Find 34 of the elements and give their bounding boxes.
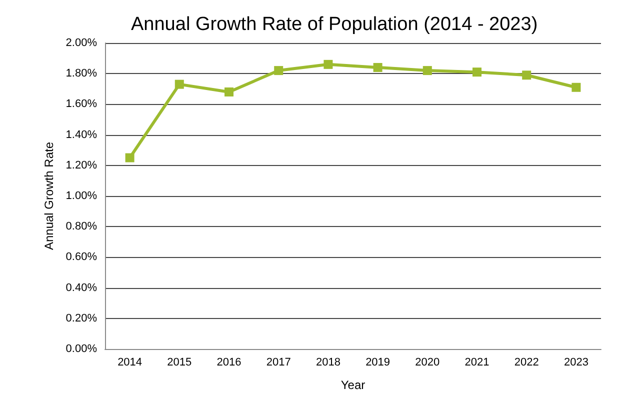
point — [522, 70, 532, 80]
y-tick-label: 1.40% — [66, 128, 98, 141]
y-axis-title: Annual Growth Rate — [42, 142, 56, 250]
point — [174, 80, 184, 89]
x-tick-label: 2022 — [514, 356, 539, 368]
y-tick-label: 0.00% — [66, 343, 98, 355]
point — [472, 68, 482, 77]
x-axis-title: Year — [340, 378, 366, 392]
y-tick-label: 1.80% — [66, 68, 98, 80]
x-tick-label: 2019 — [366, 356, 390, 368]
x-tick-label: 2017 — [266, 356, 291, 368]
y-tick-label: 1.20% — [66, 159, 98, 172]
x-tick-label: 2015 — [167, 356, 192, 368]
x-tick-label: 2016 — [216, 356, 242, 368]
point — [324, 60, 333, 69]
y-tick-label: 0.20% — [66, 312, 98, 324]
y-tick-label: 1.00% — [66, 190, 98, 202]
x-tick-label: 2021 — [464, 356, 490, 368]
y-tick-label: 0.40% — [66, 282, 98, 294]
x-tick-label: 2023 — [564, 356, 588, 368]
chart-title: Annual Growth Rate of Population (2014 - 2023) — [131, 14, 538, 35]
point — [373, 62, 382, 72]
point — [572, 82, 581, 92]
point — [224, 87, 234, 96]
point — [422, 66, 432, 76]
y-tick-label: 0.60% — [66, 251, 98, 264]
x-tick-label: 2014 — [118, 356, 142, 368]
y-tick-label: 0.80% — [66, 220, 98, 233]
y-tick-label: 2.00% — [66, 37, 98, 49]
point — [125, 153, 134, 162]
x-tick-label: 2018 — [316, 356, 340, 368]
point — [274, 66, 284, 76]
x-tick-label: 2020 — [415, 356, 440, 368]
y-tick-label: 1.60% — [66, 98, 98, 110]
